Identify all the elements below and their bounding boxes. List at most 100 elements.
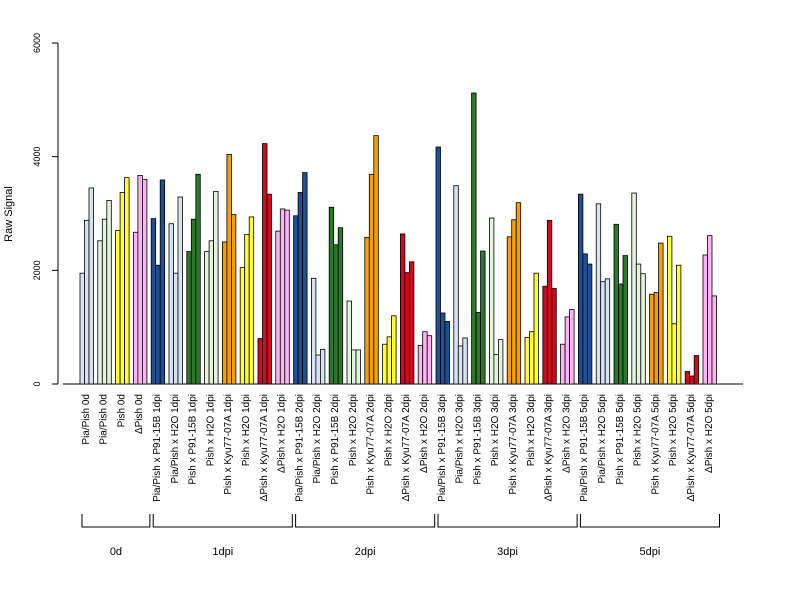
bar [293, 215, 299, 385]
bar [524, 336, 530, 385]
bar [533, 272, 539, 385]
bar [569, 309, 575, 385]
bar [186, 251, 192, 385]
bar [257, 338, 263, 385]
bar [488, 217, 495, 385]
bar [141, 178, 148, 385]
bar [595, 203, 602, 385]
bar [417, 344, 424, 385]
bar [689, 375, 695, 385]
bar [213, 190, 219, 385]
bar [88, 187, 94, 385]
bar [101, 218, 108, 385]
bar [546, 219, 553, 385]
bar [578, 193, 584, 385]
bar [506, 236, 513, 385]
x-tick-label: ΔPish x H2O 3dpi [561, 394, 572, 473]
x-tick-label: Pia/Pish x P91-15B 3dpi [437, 394, 448, 502]
x-tick-label: Pish x Kyu77-07A 2dpi [366, 394, 377, 495]
bar [173, 272, 179, 385]
bar [693, 355, 700, 385]
bar [119, 192, 125, 385]
y-tick-label: 2000 [32, 260, 42, 280]
x-tick-label: Pia/Pish x P91-15B 5dpi [579, 394, 590, 502]
bar [480, 250, 486, 385]
bar [159, 179, 166, 385]
bar [106, 200, 112, 385]
x-tick-label: ΔPish x Kyu77-07A 5dpi [686, 394, 697, 501]
x-tick-label: Pish x H2O 3dpi [490, 394, 501, 466]
bar [529, 331, 535, 385]
bar [355, 349, 361, 385]
bar [364, 236, 370, 385]
y-axis: 0 2000 4000 6000 [32, 33, 59, 387]
x-tick-label: Pish x H2O 5dpi [633, 394, 644, 466]
bar [391, 315, 397, 385]
bar [493, 354, 499, 385]
bar [671, 323, 677, 385]
bar [150, 218, 157, 385]
y-tick-label: 0 [32, 381, 42, 386]
x-tick-label: Pish x H2O 2dpi [348, 394, 359, 466]
bar [440, 312, 446, 385]
x-axis-labels: Pia/Pish 0d Pia/Pish 0d Pish 0d ΔPish 0d Pia… [81, 394, 715, 502]
timepoint-bracket [152, 514, 293, 528]
bar [155, 264, 161, 385]
bar [511, 219, 517, 385]
x-tick-label: Pish x H2O 2dpi [383, 394, 394, 466]
x-tick-label: Pish 0d [116, 394, 127, 427]
timepoint-bracket [437, 514, 578, 528]
bar [613, 223, 619, 385]
x-tick-label: Pia/Pish 0d [81, 394, 92, 445]
bar [684, 371, 691, 385]
timepoint-label: 1dpi [212, 546, 233, 558]
bar [453, 185, 459, 385]
bar [542, 285, 548, 385]
bar [132, 231, 139, 385]
bar [190, 218, 197, 385]
x-tick-label: Pia/Pish x P91-15B 2dpi [294, 394, 305, 502]
bar [408, 261, 415, 385]
bar [337, 227, 344, 385]
x-tick-label: Pish x Kyu77-07A 5dpi [650, 394, 661, 495]
bar [230, 214, 237, 385]
bar [239, 267, 246, 385]
bar [226, 153, 232, 385]
y-axis-label: Raw Signal [3, 186, 15, 242]
x-tick-label: Pish x Kyu77-07A 3dpi [508, 394, 519, 495]
bar [328, 206, 335, 385]
bar [707, 235, 713, 385]
x-tick-label: Pish x H2O 1dpi [241, 394, 252, 466]
bar [382, 343, 388, 385]
x-tick-label: Pish x P91-15B 1dpi [188, 394, 199, 485]
x-tick-label: Pish x H2O 3dpi [526, 394, 537, 466]
bar [221, 241, 228, 385]
x-tick-label: Pish x Kyu77-07A 1dpi [223, 394, 234, 495]
bar [457, 345, 464, 385]
bar [168, 223, 174, 385]
bar [351, 349, 357, 385]
bar [560, 343, 566, 385]
bar [640, 273, 646, 385]
timepoint-label: 5dpi [640, 546, 661, 558]
bar [475, 311, 482, 385]
x-tick-label: Pish x P91-15B 5dpi [615, 394, 626, 485]
timepoint-label: 3dpi [497, 546, 518, 558]
timepoint-brackets: 0d 1dpi 2dpi 3dpi 5dpi [81, 514, 720, 558]
x-tick-label: Pish x P91-15B 3dpi [472, 394, 483, 485]
x-tick-label: Pish x H2O 1dpi [205, 394, 216, 466]
x-tick-label: ΔPish x H2O 2dpi [419, 394, 430, 473]
bar [618, 283, 624, 385]
bar [310, 277, 317, 385]
bar [266, 193, 272, 385]
x-tick-label: ΔPish x H2O 5dpi [704, 394, 715, 473]
bar [462, 337, 468, 385]
bar [667, 235, 673, 385]
bar [297, 192, 304, 385]
bar [711, 295, 717, 385]
x-tick-label: Pia/Pish 0d [99, 394, 110, 445]
bar [471, 92, 477, 385]
bar [302, 172, 308, 385]
bar [426, 335, 433, 385]
bar [115, 230, 121, 385]
